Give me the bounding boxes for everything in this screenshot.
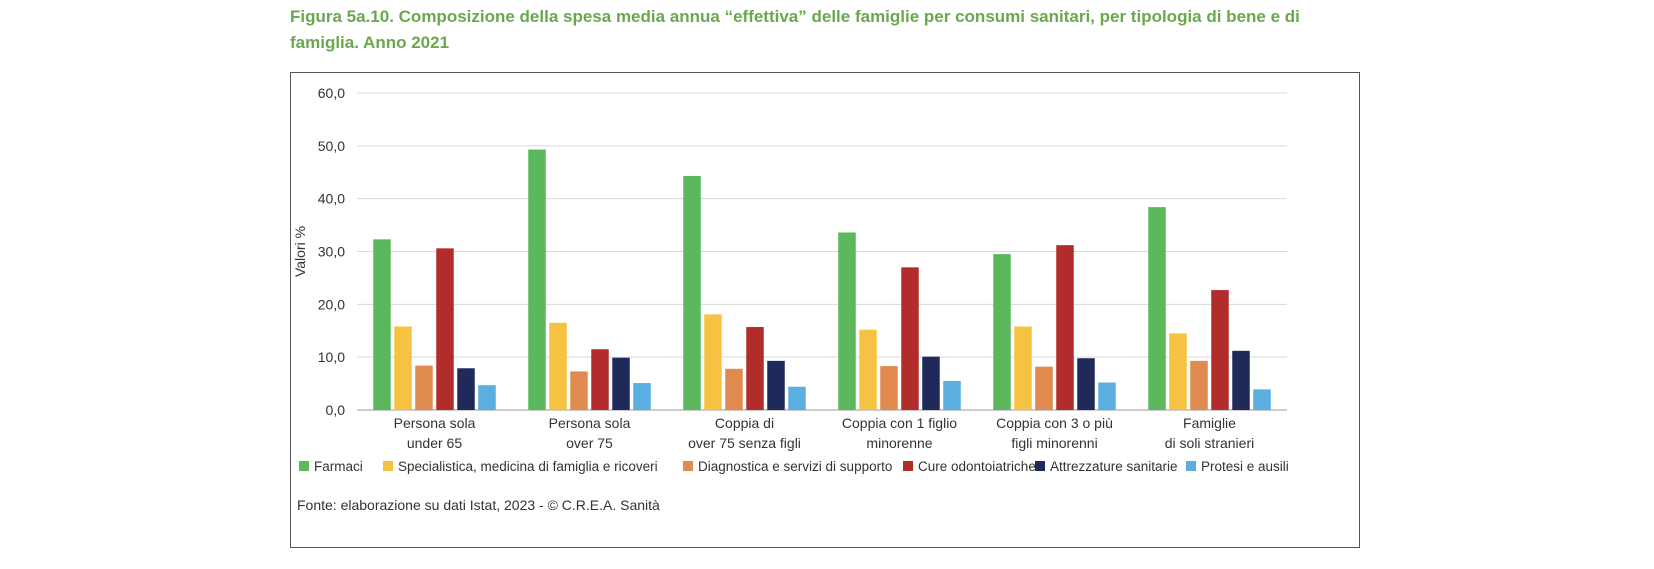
x-tick-label: Coppia con 1 figlio (842, 415, 957, 431)
legend-label: Specialistica, medicina di famiglia e ri… (398, 459, 658, 474)
bar-2-5 (788, 386, 806, 410)
bar-0-0 (373, 239, 391, 410)
legend-label: Cure odontoiatriche (918, 459, 1036, 474)
bar-0-2 (415, 365, 433, 410)
bar-chart: 0,0 10,0 20,0 30,0 40,0 50,0 60,0 Valori % Perso… (292, 85, 1289, 474)
legend-label: Attrezzature sanitarie (1050, 459, 1178, 474)
y-tick-label: 50,0 (318, 138, 345, 154)
x-tick-label: over 75 (566, 435, 613, 451)
bar-3-4 (922, 356, 940, 410)
bar-4-3 (1056, 245, 1074, 410)
bar-1-0 (528, 149, 546, 410)
bar-2-4 (767, 360, 785, 410)
bar-4-0 (993, 254, 1011, 410)
bar-5-0 (1148, 207, 1166, 410)
bar-1-5 (633, 383, 651, 410)
y-tick-label: 30,0 (318, 244, 345, 260)
bar-0-5 (478, 385, 496, 410)
legend-swatch (903, 461, 913, 471)
x-tick-label: di soli stranieri (1165, 435, 1254, 451)
legend-label: Protesi e ausili (1201, 459, 1289, 474)
source-note: Fonte: elaborazione su dati Istat, 2023 … (297, 497, 660, 513)
bar-3-3 (901, 267, 919, 410)
legend-label: Farmaci (314, 459, 363, 474)
bar-3-1 (859, 329, 877, 410)
y-tick-label: 40,0 (318, 191, 345, 207)
bar-2-3 (746, 327, 764, 410)
bar-4-2 (1035, 366, 1053, 410)
bar-0-3 (436, 248, 454, 410)
bar-2-2 (725, 368, 743, 410)
bar-0-4 (457, 368, 475, 410)
legend-swatch (299, 461, 309, 471)
y-axis-label: Valori % (292, 226, 308, 277)
x-tick-label: Persona sola (394, 415, 476, 431)
x-tick-label: Coppia con 3 o più (996, 415, 1113, 431)
bar-1-4 (612, 357, 630, 410)
legend-swatch (1186, 461, 1196, 471)
bar-4-4 (1077, 358, 1095, 410)
x-tick-label: Famiglie (1183, 415, 1236, 431)
bar-5-5 (1253, 389, 1271, 410)
y-tick-label: 0,0 (326, 402, 346, 418)
y-tick-label: 20,0 (318, 296, 345, 312)
chart-frame: 0,0 10,0 20,0 30,0 40,0 50,0 60,0 Valori % Perso… (290, 72, 1360, 548)
bar-4-5 (1098, 382, 1116, 410)
bar-2-0 (683, 175, 701, 410)
bar-5-1 (1169, 333, 1187, 410)
bar-1-3 (591, 349, 609, 410)
figure-title: Figura 5a.10. Composizione della spesa m… (290, 7, 1300, 52)
legend-swatch (383, 461, 393, 471)
x-tick-label: Coppia di (715, 415, 774, 431)
y-tick-label: 10,0 (318, 349, 345, 365)
x-tick-label: under 65 (407, 435, 462, 451)
legend-label: Diagnostica e servizi di supporto (698, 459, 892, 474)
bar-5-3 (1211, 290, 1229, 410)
bar-5-4 (1232, 350, 1250, 410)
bar-3-5 (943, 380, 961, 410)
bar-4-1 (1014, 326, 1032, 410)
legend-swatch (683, 461, 693, 471)
x-tick-label: Persona sola (549, 415, 631, 431)
x-tick-label: over 75 senza figli (688, 435, 801, 451)
bar-3-2 (880, 366, 898, 410)
x-tick-label: minorenne (866, 435, 932, 451)
bar-5-2 (1190, 360, 1208, 410)
legend-swatch (1035, 461, 1045, 471)
x-tick-label: figli minorenni (1011, 435, 1097, 451)
bar-1-1 (549, 322, 567, 410)
bar-2-1 (704, 314, 722, 410)
bar-1-2 (570, 371, 588, 410)
bar-3-0 (838, 232, 856, 410)
y-tick-label: 60,0 (318, 85, 345, 101)
bar-0-1 (394, 326, 412, 410)
